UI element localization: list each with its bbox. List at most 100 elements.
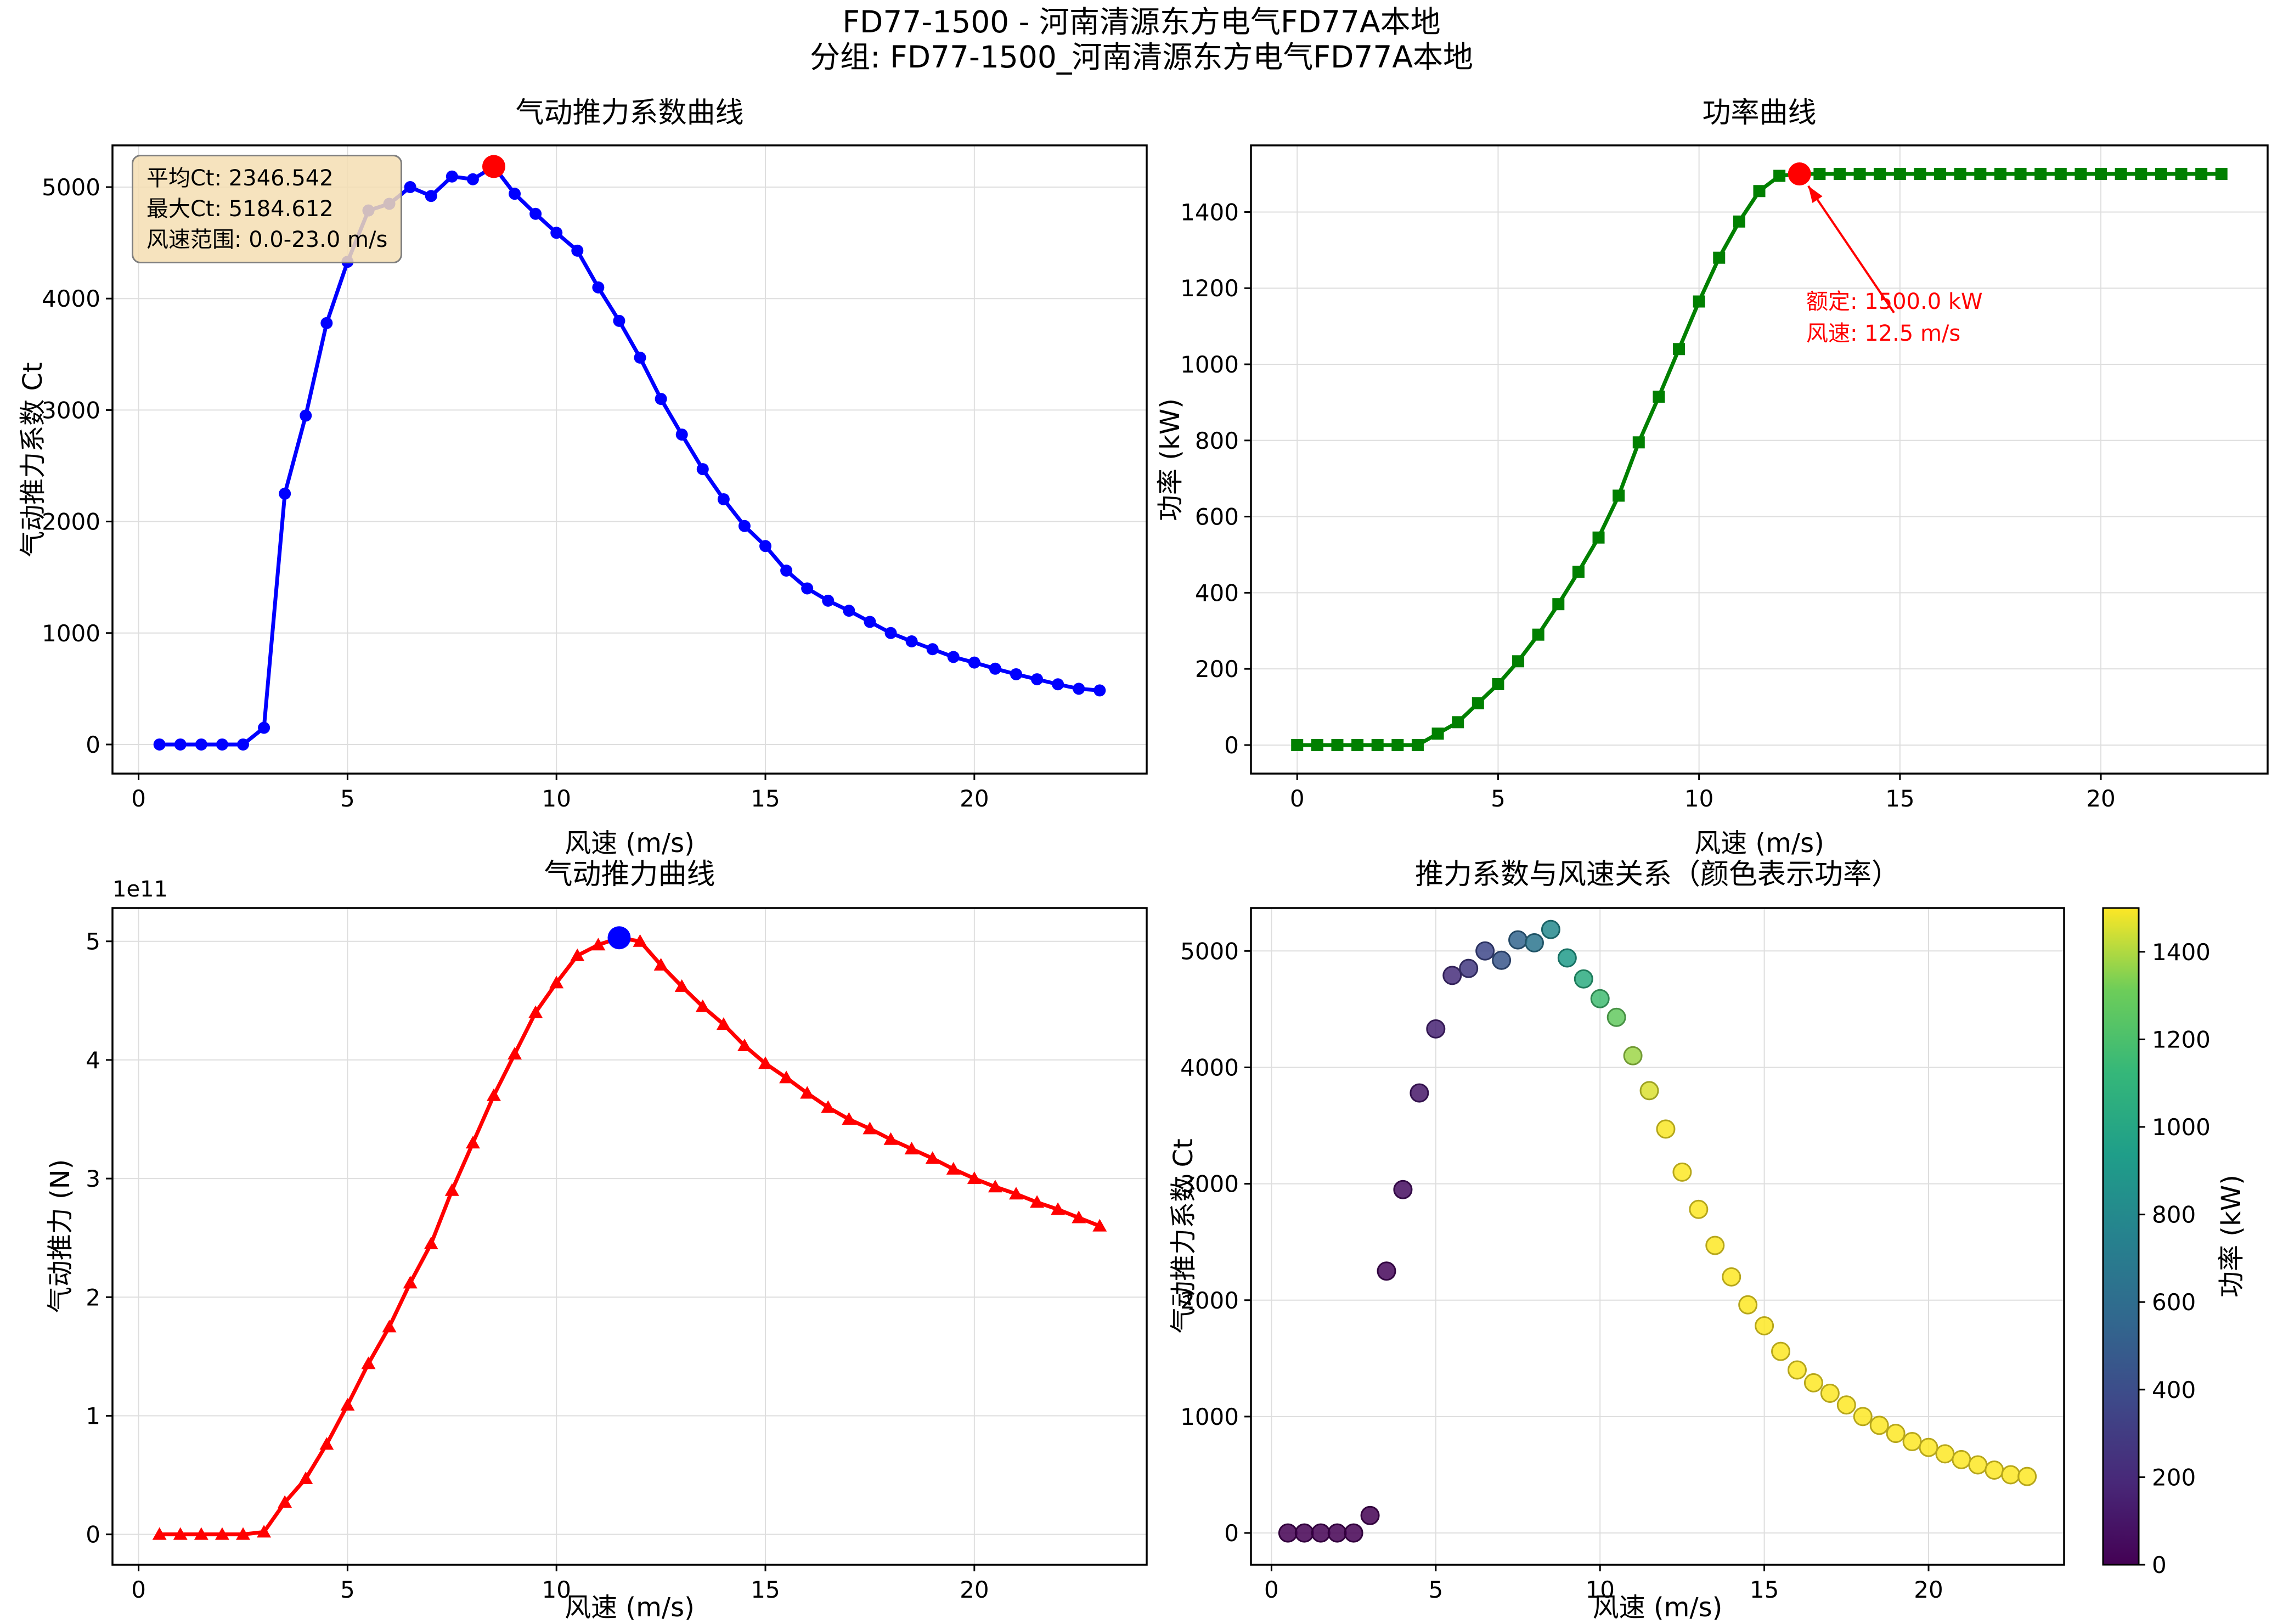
power-point: [2135, 168, 2147, 181]
colorbar-tick-label: 1200: [2152, 1026, 2211, 1053]
power-point: [1753, 185, 1766, 198]
scatter-point: [1755, 1316, 1774, 1335]
scatter-point: [1344, 1523, 1363, 1543]
y-tick-label: 4000: [1180, 1054, 1239, 1081]
scatter-point: [1574, 969, 1593, 989]
y-tick-label: 0: [1224, 1520, 1239, 1547]
x-tick-label: 15: [751, 1576, 780, 1603]
y-tick-label: 0: [86, 731, 100, 758]
power-highlight-point: [1788, 162, 1811, 186]
thrust-point: [152, 1527, 167, 1540]
power-point: [2155, 168, 2167, 181]
x-tick-label: 5: [1428, 1576, 1443, 1603]
scatter-point: [1393, 1180, 1413, 1199]
scatter-point: [1541, 920, 1560, 939]
power-point: [2054, 168, 2067, 181]
thrust-line: [159, 935, 1101, 1537]
scatter-point: [1902, 1432, 1922, 1452]
y-tick-label: 2000: [1180, 1287, 1239, 1314]
scatter-point: [1327, 1523, 1347, 1543]
colorbar-tick-label: 200: [2152, 1464, 2196, 1491]
thrust-point: [361, 1356, 376, 1369]
ct-point: [466, 173, 479, 185]
thrust-point: [1008, 1187, 1023, 1200]
thrust-point: [716, 1017, 731, 1030]
thrust-point: [257, 1525, 272, 1538]
scatter-point: [1869, 1416, 1889, 1435]
ct-point: [446, 170, 458, 183]
thrust-point: [403, 1276, 418, 1289]
power-point: [1492, 678, 1504, 690]
y-tick-label: 5000: [42, 174, 100, 201]
power-point: [1813, 168, 1826, 181]
power-point: [1874, 168, 1886, 181]
ct-point: [717, 493, 730, 505]
ct-point: [989, 662, 1001, 675]
thrust-point: [215, 1527, 229, 1540]
y-tick-label: 1000: [1180, 1403, 1239, 1430]
x-tick-label: 0: [131, 1576, 146, 1603]
thrust-point: [883, 1132, 898, 1145]
power-point: [1632, 436, 1645, 449]
axes-frame: [111, 907, 1148, 1566]
y-tick-label: 5: [86, 928, 100, 955]
x-tick-label: 15: [1750, 1576, 1779, 1603]
ct-point: [655, 393, 667, 405]
thrust-point: [465, 1136, 480, 1149]
x-tick-label: 20: [1914, 1576, 1943, 1603]
figure-title-line1: FD77-1500 - 河南清源东方电气FD77A本地: [842, 4, 1441, 40]
ct-point: [1010, 668, 1022, 680]
scatter-point: [1787, 1360, 1807, 1380]
ct-point: [1073, 683, 1085, 695]
power-point: [2115, 168, 2127, 181]
rated-power-annotation: 额定: 1500.0 kW 风速: 12.5 m/s: [1806, 286, 1983, 349]
y-tick-label: 1: [86, 1402, 100, 1429]
scatter-point: [1935, 1444, 1955, 1464]
thrust-point: [988, 1180, 1002, 1193]
thrust-point: [925, 1151, 940, 1164]
axes-frame: [111, 144, 1148, 775]
xlabel-power-curve: 风速 (m/s): [1694, 828, 1824, 859]
ct-point: [968, 656, 980, 669]
x-tick-label: 10: [542, 1576, 571, 1603]
thrust-point: [1072, 1210, 1086, 1223]
scatter-point: [1771, 1341, 1791, 1361]
power-point: [1291, 738, 1304, 751]
x-tick-label: 5: [1491, 785, 1506, 812]
x-tick-label: 5: [340, 785, 355, 812]
thrust-point: [278, 1495, 292, 1508]
annotation-rated: 额定: 1500.0 kW: [1806, 289, 1983, 314]
scatter-point: [1705, 1236, 1725, 1255]
thrust-point: [779, 1070, 794, 1084]
ct-point: [1093, 684, 1106, 697]
y-tick-label: 2: [86, 1284, 100, 1311]
power-line: [1297, 172, 2222, 747]
scatter-point: [1722, 1267, 1741, 1287]
ct-point: [634, 351, 646, 364]
power-point: [1351, 738, 1364, 751]
ct-point: [195, 738, 207, 751]
scatter-point: [1803, 1373, 1823, 1392]
ct-point: [613, 314, 625, 327]
scatter-point: [1294, 1523, 1314, 1543]
y-tick-label: 4000: [42, 285, 100, 312]
scatter-point: [1952, 1450, 1971, 1469]
y-tick-label: 400: [1195, 579, 1239, 606]
colorbar-frame: [2102, 907, 2140, 1566]
annotation-arrow: [1807, 185, 1895, 314]
thrust-point: [946, 1161, 961, 1175]
scatter-point: [1590, 989, 1610, 1008]
thrust-point: [633, 934, 647, 947]
thrust-point: [1051, 1202, 1066, 1215]
power-point: [2195, 168, 2208, 181]
ct-point: [780, 564, 793, 577]
power-point: [1733, 215, 1745, 228]
ct-point: [926, 643, 939, 656]
power-point: [1391, 738, 1404, 751]
scatter-point: [1836, 1395, 1856, 1415]
xlabel-ct-curve: 风速 (m/s): [565, 828, 695, 859]
thrust-point: [319, 1437, 334, 1450]
y-tick-label: 0: [1224, 732, 1239, 759]
ct-line: [159, 164, 1100, 747]
